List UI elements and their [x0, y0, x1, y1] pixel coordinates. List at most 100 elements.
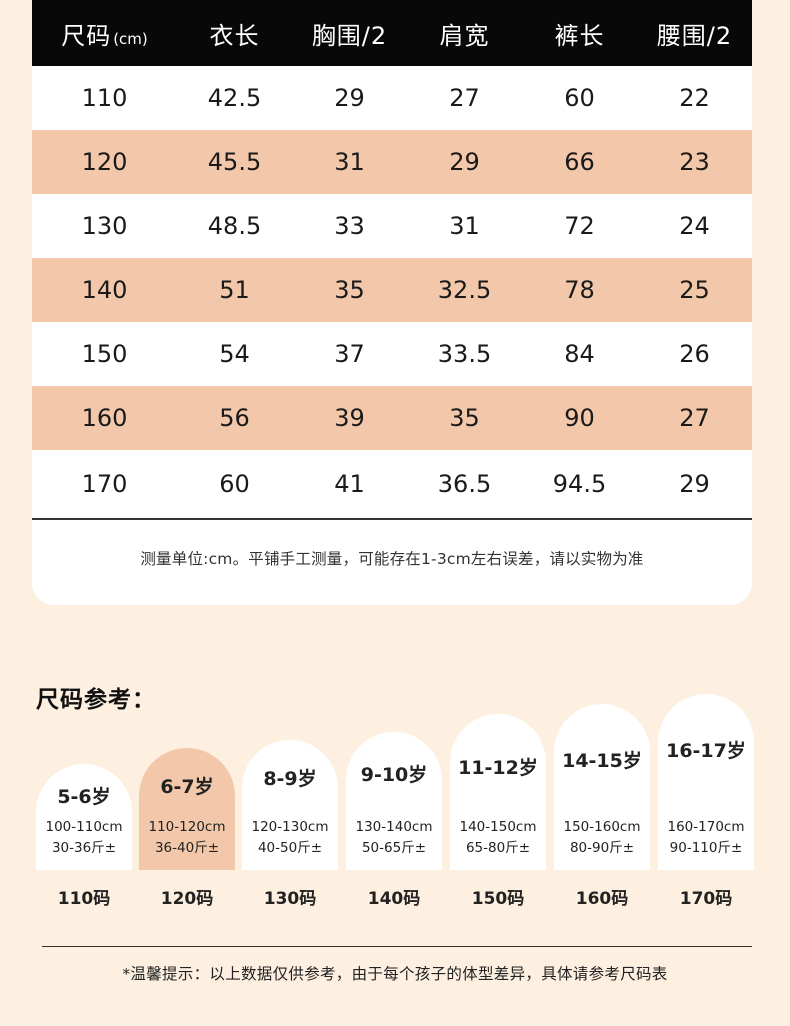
size-card-measurements: 150-160cm 80-90斤±: [548, 817, 656, 859]
size-card-weight: 80-90斤±: [569, 840, 635, 856]
table-cell: 24: [679, 212, 710, 240]
table-cell: 36.5: [437, 470, 492, 498]
table-cell: 56: [219, 404, 250, 432]
table-cell: 37: [334, 340, 365, 368]
table-cell: 45.5: [207, 148, 262, 176]
size-card-age: 6-7岁: [160, 776, 214, 798]
size-card-height: 120-130cm: [251, 819, 329, 835]
size-card-measurements: 110-120cm 36-40斤±: [133, 817, 241, 859]
size-code-label: 160码: [575, 889, 629, 909]
size-code-label: 140码: [367, 889, 421, 909]
table-cell: 33.5: [437, 340, 492, 368]
table-cell: 140: [81, 276, 128, 304]
size-card-age: 9-10岁: [360, 764, 428, 786]
table-cell: 51: [219, 276, 250, 304]
table-row: 120 45.5 31 29 66 23: [32, 130, 752, 194]
size-code-label: 150码: [471, 889, 525, 909]
table-cell: 27: [449, 84, 480, 112]
table-cell: 48.5: [207, 212, 262, 240]
warm-tip: *温馨提示：以上数据仅供参考，由于每个孩子的体型差异，具体请参考尺码表: [122, 965, 668, 983]
table-row: 170 60 41 36.5 94.5 29: [32, 450, 752, 518]
table-cell: 60: [564, 84, 595, 112]
size-card-150: 11-12岁 140-150cm 65-80斤±: [450, 714, 546, 870]
size-card-height: 130-140cm: [355, 819, 433, 835]
size-table-header: 尺码 (cm) 衣长 胸围/2 肩宽 裤长 腰围/2: [32, 0, 752, 66]
table-cell: 31: [449, 212, 480, 240]
table-cell: 94.5: [552, 470, 607, 498]
table-row: 110 42.5 29 27 60 22: [32, 66, 752, 130]
header-size-unit: (cm): [113, 29, 148, 48]
size-table-card: 尺码 (cm) 衣长 胸围/2 肩宽 裤长 腰围/2 110 42.5 29 27…: [32, 0, 752, 605]
table-cell: 72: [564, 212, 595, 240]
table-cell: 160: [81, 404, 128, 432]
table-cell: 29: [679, 470, 710, 498]
header-shoulder: 肩宽: [439, 21, 490, 50]
table-row: 140 51 35 32.5 78 25: [32, 258, 752, 322]
table-cell: 130: [81, 212, 128, 240]
table-cell: 78: [564, 276, 595, 304]
size-card-measurements: 100-110cm 30-36斤±: [30, 817, 138, 859]
size-card-height: 110-120cm: [148, 819, 226, 835]
size-card-measurements: 140-150cm 65-80斤±: [444, 817, 552, 859]
header-size: 尺码 (cm): [32, 16, 177, 51]
header-length: 衣长: [209, 21, 260, 50]
size-code-label: 170码: [679, 889, 733, 909]
header-waist: 腰围/2: [656, 21, 733, 50]
size-code-label: 120码: [160, 889, 214, 909]
size-code-label: 130码: [263, 889, 317, 909]
table-row: 130 48.5 33 31 72 24: [32, 194, 752, 258]
table-row: 160 56 39 35 90 27: [32, 386, 752, 450]
size-card-height: 100-110cm: [45, 819, 123, 835]
table-cell: 66: [564, 148, 595, 176]
footer-divider: [42, 946, 752, 948]
size-card-measurements: 120-130cm 40-50斤±: [236, 817, 344, 859]
table-row: 150 54 37 33.5 84 26: [32, 322, 752, 386]
table-cell: 35: [334, 276, 365, 304]
header-size-label: 尺码: [61, 21, 112, 50]
size-card-170: 16-17岁 160-170cm 90-110斤±: [658, 694, 754, 870]
size-card-weight: 36-40斤±: [154, 840, 220, 856]
size-card-age: 16-17岁: [666, 740, 746, 762]
table-cell: 150: [81, 340, 128, 368]
size-card-weight: 50-65斤±: [361, 840, 427, 856]
size-card-age: 11-12岁: [458, 757, 538, 779]
size-card-130: 8-9岁 120-130cm 40-50斤±: [242, 740, 338, 870]
table-cell: 60: [219, 470, 250, 498]
size-card-weight: 90-110斤±: [669, 840, 743, 856]
size-card-age: 14-15岁: [562, 750, 642, 772]
table-cell: 39: [334, 404, 365, 432]
size-card-weight: 65-80斤±: [465, 840, 531, 856]
measurement-note: 测量单位:cm。平铺手工测量，可能存在1-3cm左右误差，请以实物为准: [140, 549, 644, 568]
header-pants-length: 裤长: [554, 21, 605, 50]
size-card-measurements: 160-170cm 90-110斤±: [652, 817, 760, 859]
size-card-160: 14-15岁 150-160cm 80-90斤±: [554, 704, 650, 870]
table-cell: 32.5: [437, 276, 492, 304]
table-cell: 170: [81, 470, 128, 498]
size-card-120: 6-7岁 110-120cm 36-40斤±: [139, 748, 235, 870]
size-card-weight: 40-50斤±: [257, 840, 323, 856]
table-cell: 33: [334, 212, 365, 240]
table-cell: 84: [564, 340, 595, 368]
table-cell: 90: [564, 404, 595, 432]
size-reference-title: 尺码参考：: [36, 687, 156, 713]
table-cell: 29: [449, 148, 480, 176]
table-cell: 54: [219, 340, 250, 368]
size-card-age: 8-9岁: [263, 768, 317, 790]
table-cell: 25: [679, 276, 710, 304]
size-card-height: 160-170cm: [667, 819, 745, 835]
table-cell: 29: [334, 84, 365, 112]
table-cell: 35: [449, 404, 480, 432]
size-code-label: 110码: [57, 889, 111, 909]
table-cell: 31: [334, 148, 365, 176]
table-cell: 42.5: [207, 84, 262, 112]
table-cell: 120: [81, 148, 128, 176]
header-chest: 胸围/2: [311, 21, 388, 50]
table-cell: 22: [679, 84, 710, 112]
size-card-age: 5-6岁: [57, 786, 111, 808]
size-card-height: 150-160cm: [563, 819, 641, 835]
table-divider: [32, 518, 752, 520]
table-cell: 27: [679, 404, 710, 432]
size-card-110: 5-6岁 100-110cm 30-36斤±: [36, 764, 132, 870]
table-cell: 110: [81, 84, 128, 112]
size-card-140: 9-10岁 130-140cm 50-65斤±: [346, 732, 442, 870]
